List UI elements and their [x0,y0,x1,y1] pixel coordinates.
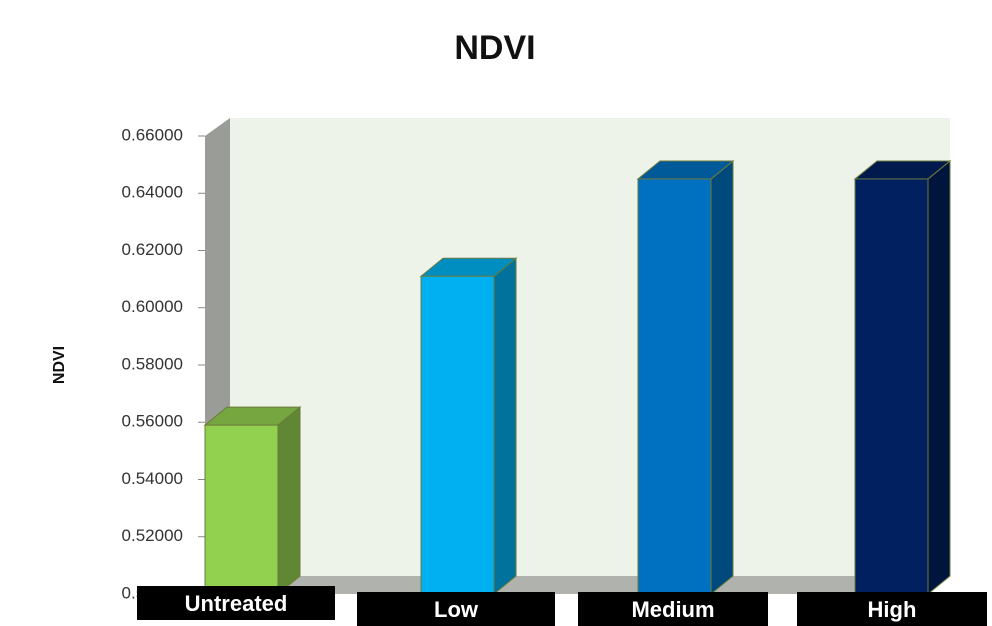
y-axis-label: NDVI [51,346,68,384]
bar-side [927,159,951,596]
y-tick-label: 0.56000 [122,412,183,431]
x-tick-label: Untreated [185,591,288,616]
bar-side [710,159,734,596]
bar-side [277,406,301,596]
floor [205,576,950,594]
y-tick-label: 0.58000 [122,354,183,373]
x-tick-label: High [868,597,917,622]
x-tick-label: Medium [631,597,714,622]
y-tick-label: 0.62000 [122,240,183,259]
bar [637,178,712,595]
category-box [797,592,987,626]
category-box [357,592,555,626]
y-tick-label: 0.52000 [122,526,183,545]
bar [854,178,929,595]
y-tick-label: 0.54000 [122,469,183,488]
y-tick-label: 0.60000 [122,297,183,316]
bar-side [493,257,517,596]
x-tick-label: Low [434,597,479,622]
category-box [578,592,768,626]
category-box [137,586,335,620]
y-tick-label: 0.64000 [122,183,183,202]
bar [420,275,495,595]
y-tick-label: 0.66000 [122,125,183,144]
chart-title: NDVI [454,29,535,67]
bar [204,424,279,595]
back-wall [230,118,950,576]
